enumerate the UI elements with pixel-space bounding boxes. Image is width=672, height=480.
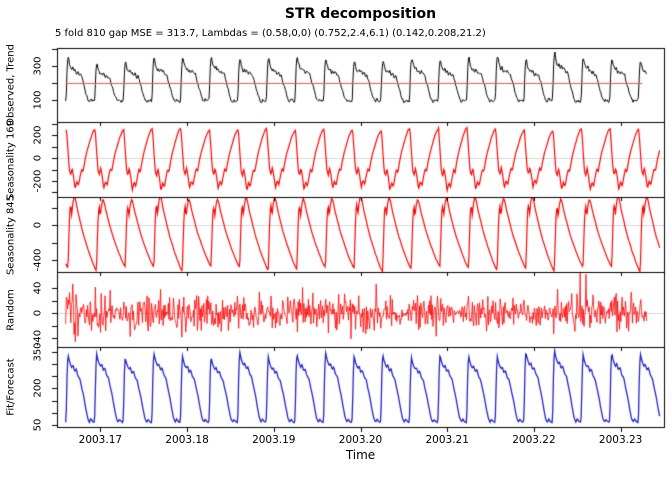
x-tick-label: 2003.23: [598, 434, 643, 446]
x-tick-label: 2003.22: [512, 434, 556, 446]
panel-ylabel-1: Seasonality 169: [5, 119, 17, 200]
panel-ylabel-2: Seasonality 845: [5, 194, 17, 275]
y-tick-label: 300: [32, 56, 44, 76]
x-tick-label: 2003.21: [425, 434, 469, 446]
x-tick-label: 2003.18: [165, 434, 209, 446]
x-tick-label: 2003.20: [338, 434, 383, 446]
y-tick-label: -200: [32, 169, 44, 193]
y-tick-label: 200: [32, 125, 44, 145]
panel-ylabel-4: Fit/Forecast: [5, 358, 17, 416]
x-tick-label: 2003.19: [252, 434, 296, 446]
panel-ylabel-0: Observed, Trend: [5, 44, 17, 126]
y-tick-label: 0: [32, 310, 44, 317]
y-tick-label: 200: [32, 378, 44, 398]
plot-title: STR decomposition: [284, 6, 437, 22]
panel-ylabel-3: Random: [5, 288, 17, 331]
plot-subtitle: 5 fold 810 gap MSE = 313.7, Lambdas = (0…: [55, 28, 486, 39]
y-tick-label: 0: [32, 222, 44, 229]
x-axis-label: Time: [345, 448, 376, 462]
y-tick-label: 40: [32, 281, 44, 295]
y-tick-label: 100: [32, 90, 44, 110]
y-tick-label: 0: [32, 154, 44, 162]
y-tick-label: 350: [32, 342, 44, 362]
x-tick-label: 2003.17: [78, 434, 123, 446]
y-tick-label: -400: [32, 248, 44, 272]
y-tick-label: 50: [32, 418, 44, 432]
